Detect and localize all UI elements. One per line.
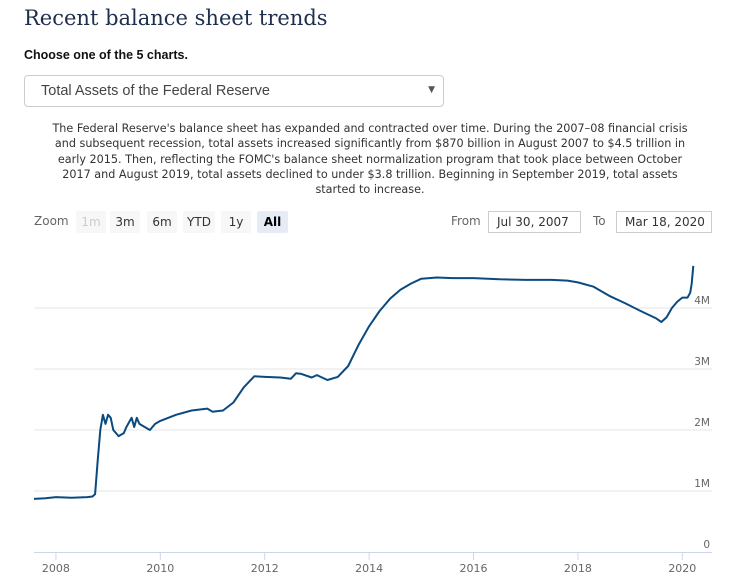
from-label: From: [451, 214, 481, 228]
chart-select-value: Total Assets of the Federal Reserve: [41, 83, 270, 99]
y-gridlines: [34, 307, 712, 492]
x-tick-label: 2012: [251, 562, 279, 575]
y-tick-label: 1M: [694, 478, 710, 490]
total-assets-line: [33, 265, 695, 500]
x-axis: 2008 2010 2012 2014 2016 2018 2020: [34, 552, 712, 575]
page-title: Recent balance sheet trends: [24, 6, 328, 30]
y-tick-label: 4M: [694, 295, 710, 307]
y-tick-label: 3M: [694, 356, 710, 368]
x-tick-label: 2014: [355, 562, 383, 575]
choose-chart-label: Choose one of the 5 charts.: [24, 48, 188, 62]
x-tick-label: 2008: [42, 562, 70, 575]
chart-select-dropdown[interactable]: Total Assets of the Federal Reserve ▼: [24, 75, 444, 107]
y-axis-labels: 0 1M 2M 3M 4M: [694, 295, 710, 551]
x-tick-label: 2018: [564, 562, 592, 575]
y-tick-label: 0: [703, 539, 710, 551]
x-tick-label: 2016: [460, 562, 488, 575]
from-date-input[interactable]: Jul 30, 2007: [488, 211, 581, 233]
to-label: To: [593, 214, 606, 228]
zoom-label: Zoom: [34, 214, 69, 228]
zoom-all-button[interactable]: All: [257, 211, 288, 233]
zoom-1y-button[interactable]: 1y: [221, 211, 251, 233]
zoom-6m-button[interactable]: 6m: [147, 211, 177, 233]
chart-description: The Federal Reserve's balance sheet has …: [52, 122, 688, 197]
zoom-1m-button[interactable]: 1m: [76, 211, 106, 233]
caret-down-icon: ▼: [428, 85, 435, 95]
zoom-ytd-button[interactable]: YTD: [183, 211, 215, 233]
x-tick-label: 2020: [668, 562, 696, 575]
x-tick-label: 2010: [146, 562, 174, 575]
to-date-input[interactable]: Mar 18, 2020: [616, 211, 712, 233]
zoom-3m-button[interactable]: 3m: [110, 211, 140, 233]
y-tick-label: 2M: [694, 417, 710, 429]
